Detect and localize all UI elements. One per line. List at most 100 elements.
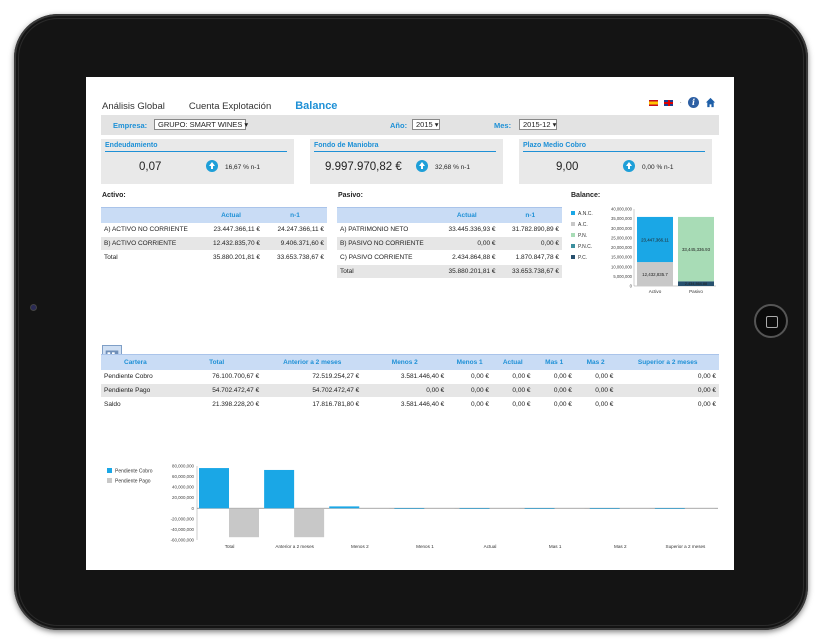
bar [589,508,620,509]
bar [524,508,555,509]
mes-select[interactable]: 2015-12 ▾ [519,119,557,130]
home-button[interactable] [754,304,788,338]
y-tick-label: 35,000,000 [611,216,633,221]
column-header: Menos 1 [447,354,493,370]
app-screen: Análisis Global Cuenta Explotación Balan… [86,77,734,570]
spain-flag-icon[interactable] [649,99,659,106]
table-header-row: Actual n-1 [101,207,327,223]
table-cell: 0,00 € [533,383,575,398]
table-cell: 3.581.446,40 € [362,369,448,384]
pasivo-table: Actual n-1 A) PATRIMONIO NETO 33.445.336… [337,207,562,279]
table-cell: Pendiente Pago [101,383,171,398]
x-tick-label: Activo [649,289,662,294]
arrow-up-icon [416,160,428,172]
kpi-pct: 32,68 % n-1 [435,164,471,171]
dropdown-arrow-icon: ▾ [244,120,249,129]
y-tick-label: 15,000,000 [611,255,633,260]
table-cell: 0,00 € [574,397,617,412]
camera [30,304,37,311]
table-cell: 0,00 € [574,383,617,398]
table-cell: 0,00 € [616,397,719,412]
legend-swatch [571,222,575,226]
table-header-row: Cartera Total Anterior a 2 meses Menos 2… [101,354,719,370]
legend-swatch [571,244,575,248]
top-icons: · i [649,97,716,108]
table-cell: 0,00 € [447,369,493,384]
kpi-value: 9.997.970,82 € [325,161,402,173]
y-tick-label: -60,000,000 [171,538,195,543]
data-label: 2,434,864.88 [685,282,707,286]
table-cell: Total [337,264,435,279]
table-cell: A) ACTIVO NO CORRIENTE [101,222,199,237]
bar [294,508,325,538]
column-header: Mas 2 [574,354,617,370]
kpi-value: 9,00 [556,161,579,173]
table-cell: 21.398.228,20 € [171,397,263,412]
table-cell: 17.816.781,80 € [262,397,363,412]
tab-analisis-global[interactable]: Análisis Global [102,101,165,112]
empresa-select[interactable]: GRUPO: SMART WINES ▾ [154,119,249,130]
y-tick-label: 10,000,000 [611,264,633,269]
y-tick-label: 0 [192,506,195,511]
y-tick-label: -20,000,000 [171,516,195,521]
x-tick-label: Total [225,544,235,549]
legend-swatch [571,211,575,215]
empresa-select-value: GRUPO: SMART WINES [158,120,243,129]
column-header: Superior a 2 meses [616,354,719,370]
nav-tabs: Análisis Global Cuenta Explotación Balan… [102,100,361,112]
cartera-table: Cartera Total Anterior a 2 meses Menos 2… [101,354,719,412]
cartera-chart: Pendiente Cobro Pendiente Pago 80,000,000 6… [107,464,718,549]
table-row: Saldo 21.398.228,20 €17.816.781,80 €3.581… [101,397,719,412]
table-cell: B) PASIVO NO CORRIENTE [337,236,435,251]
kpi-divider [523,151,705,152]
table-row: B) PASIVO NO CORRIENTE 0,00 € 0,00 € [337,236,562,251]
column-header: Mas 1 [533,354,575,370]
activo-table: Actual n-1 A) ACTIVO NO CORRIENTE 23.447… [101,207,327,265]
table-cell: 0,00 € [616,369,719,384]
legend-label: Pendiente Pago [115,479,151,485]
info-icon[interactable]: i [688,97,699,108]
table-cell: 0,00 € [447,397,493,412]
x-tick-label: Superior a 2 meses [666,544,707,549]
kpi-endeudamiento: Endeudamiento 0,07 16,67 % n-1 [101,139,294,184]
table-cell: 33.653.738,67 € [498,264,562,279]
balance-heading: Balance: [571,192,601,199]
legend-label: A.C. [578,222,588,228]
table-cell: 12.432.835,70 € [199,236,263,251]
anio-select[interactable]: 2015 ▾ [412,119,440,130]
table-row: A) ACTIVO NO CORRIENTE 23.447.366,11 € 2… [101,222,327,237]
y-tick-label: 5,000,000 [613,274,632,279]
uk-flag-icon[interactable] [664,99,674,106]
dropdown-arrow-icon: ▾ [552,120,557,129]
legend-label: P.N. [578,233,587,239]
home-icon[interactable] [705,97,716,108]
x-tick-label: Pasivo [689,289,703,294]
kpi-title: Endeudamiento [105,142,158,149]
column-header [101,207,199,223]
tab-balance[interactable]: Balance [295,100,338,112]
y-tick-label: 40,000,000 [611,207,633,212]
bar-segment [637,262,673,286]
tab-cuenta-explotacion[interactable]: Cuenta Explotación [188,101,272,112]
column-header [337,207,435,223]
arrow-up-icon [623,160,635,172]
y-tick-label: 60,000,000 [172,474,195,479]
table-cell: 0,00 € [362,383,448,398]
cartera-body: Pendiente Cobro 76.100.700,67 €72.519.254… [101,369,719,412]
table-cell: 3.581.446,40 € [362,397,448,412]
y-tick-label: 20,000,000 [611,245,633,250]
table-cell: Total [101,250,199,265]
bar [329,506,360,509]
legend-swatch [571,255,575,259]
table-cell: 0,00 € [533,397,575,412]
data-label: 23,447,366.11 [641,237,669,242]
dropdown-arrow-icon: ▾ [434,120,439,129]
table-cell: 0,00 € [533,369,575,384]
table-row: Total 35.880.201,81 € 33.653.738,67 € [337,264,562,279]
column-header: Actual [199,207,263,223]
kpi-divider [105,151,287,152]
table-cell: 0,00 € [492,397,534,412]
table-cell: 23.447.366,11 € [199,222,263,237]
table-cell: A) PATRIMONIO NETO [337,222,435,237]
arrow-up-icon [206,160,218,172]
